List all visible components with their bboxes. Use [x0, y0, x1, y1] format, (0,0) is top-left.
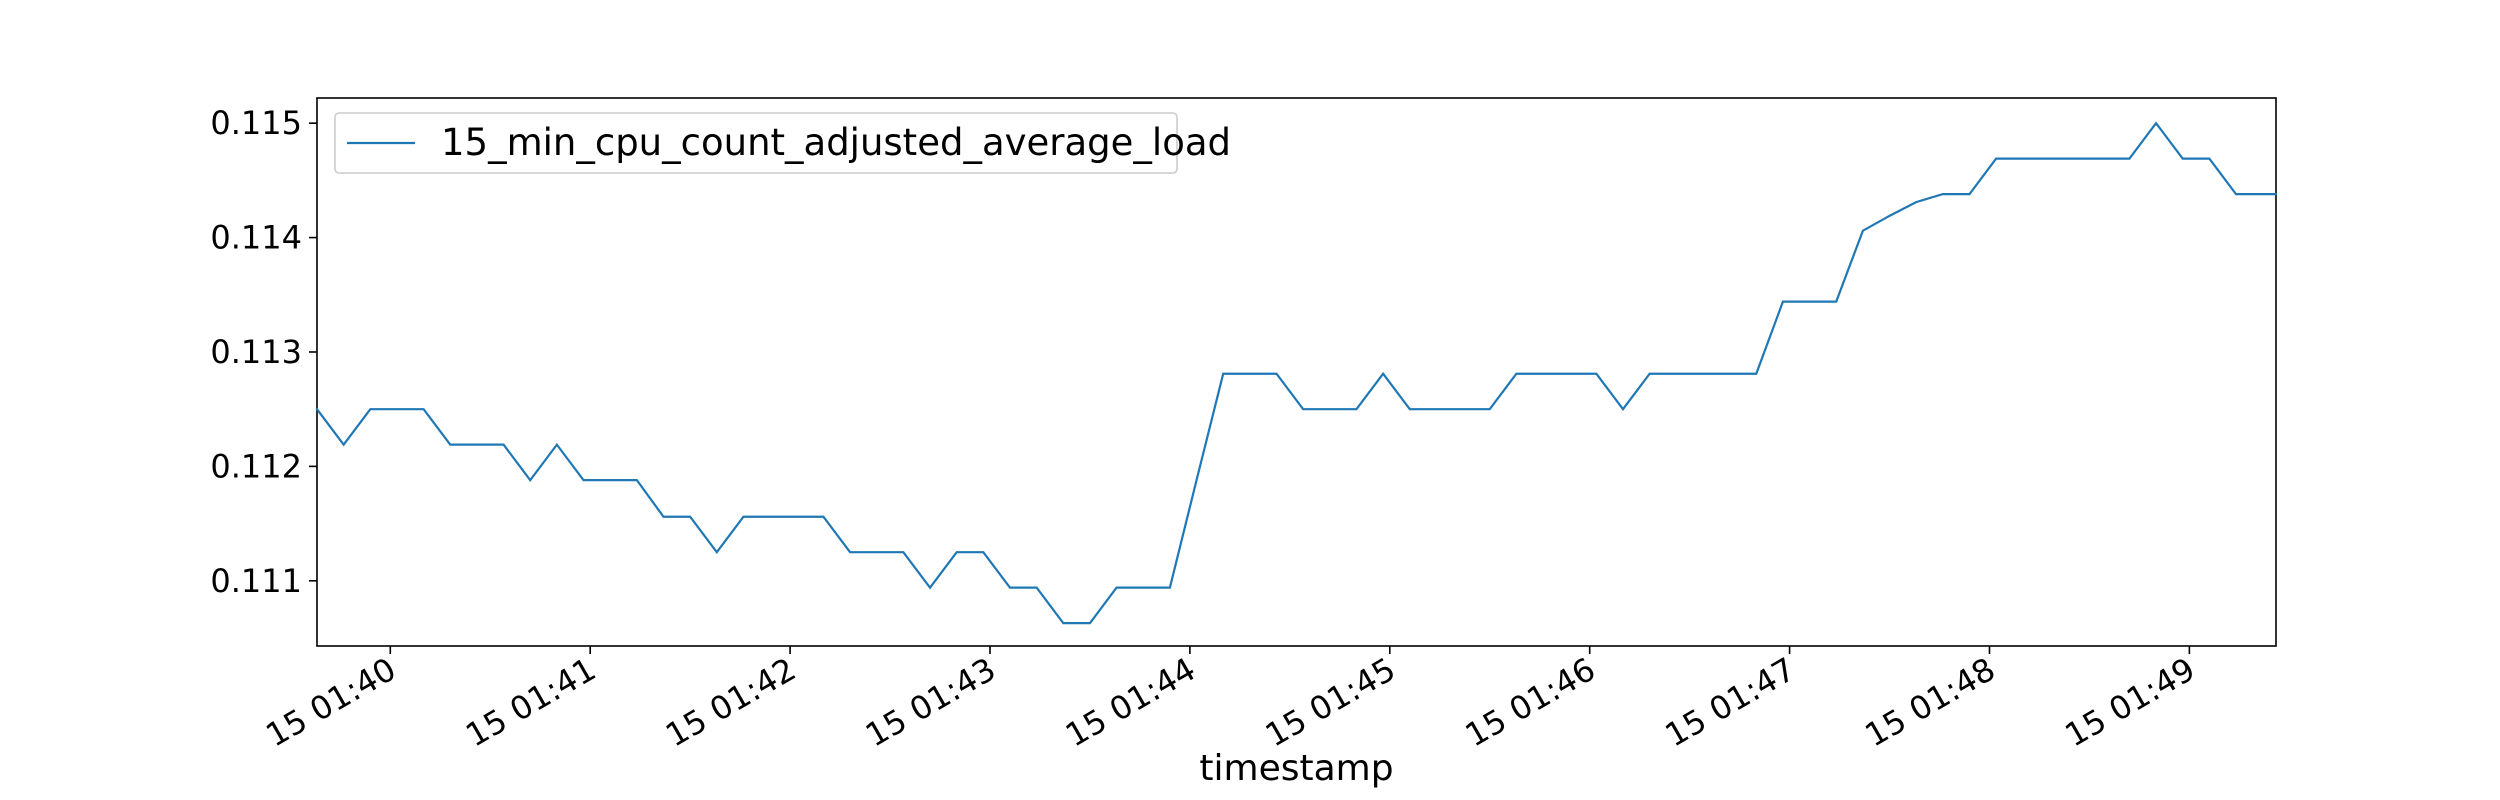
x-axis: 15 01:40 15 01:41 15 01:42 15 01:43 15 01:44… [259, 646, 2201, 789]
x-axis-label: timestamp [1199, 748, 1393, 789]
x-tick-label: 15 01:46 [1459, 650, 1602, 754]
y-tick-label: 0.113 [210, 333, 302, 371]
x-tick-label: 15 01:40 [259, 650, 402, 754]
plot-layer [315, 97, 2278, 647]
x-tick-label: 15 01:44 [1059, 650, 1202, 754]
y-tick-label: 0.114 [210, 219, 302, 257]
x-tick-label: 15 01:49 [2058, 650, 2201, 754]
plot-frame [316, 97, 2277, 647]
x-tick-label: 15 01:45 [1259, 650, 1402, 754]
legend: 15_min_cpu_count_adjusted_average_load [334, 112, 1231, 174]
x-tick-label: 15 01:47 [1659, 650, 1802, 754]
y-tick-label: 0.112 [210, 447, 302, 485]
y-tick-label: 0.115 [210, 104, 302, 142]
x-tick-label: 15 01:41 [459, 650, 602, 754]
x-tick-label: 15 01:43 [859, 650, 1002, 754]
y-axis: 0.111 0.112 0.113 0.114 0.115 [210, 104, 317, 600]
legend-box [334, 112, 1178, 174]
y-tick-label: 0.111 [210, 562, 302, 600]
legend-entry-label: 15_min_cpu_count_adjusted_average_load [441, 121, 1231, 164]
x-tick-label: 15 01:48 [1859, 650, 2002, 754]
x-tick-label: 15 01:42 [659, 650, 802, 754]
series-line-0 [315, 121, 2278, 625]
